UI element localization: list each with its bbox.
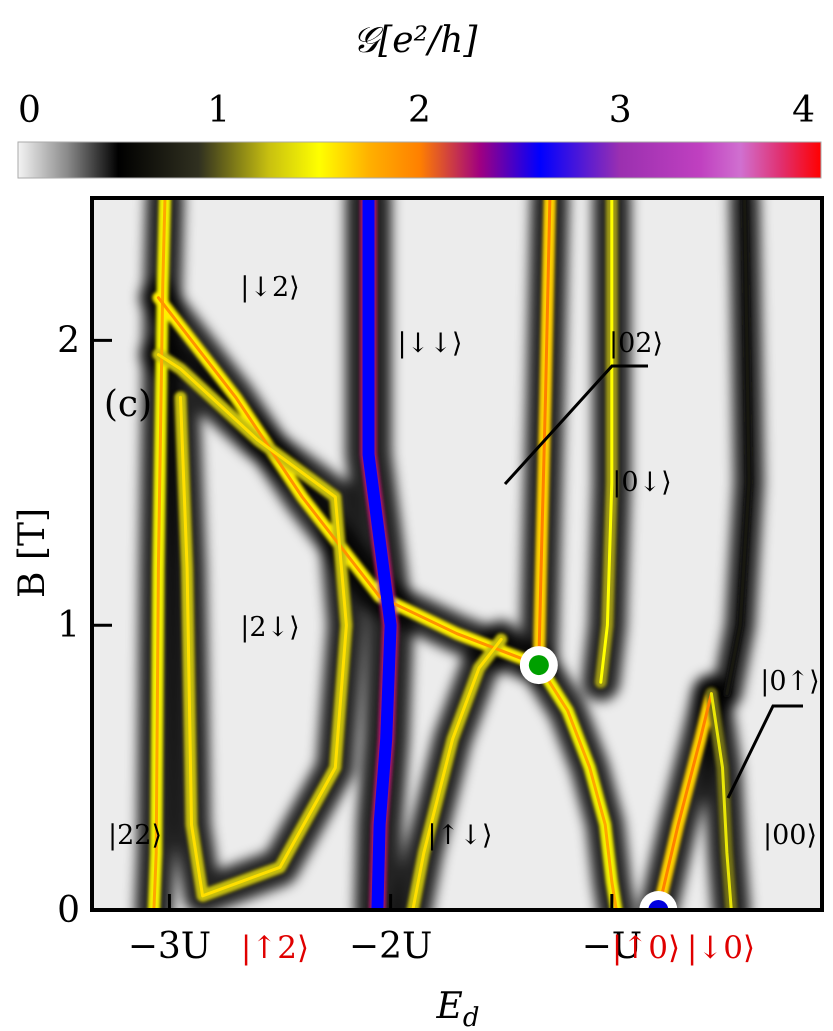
region-label: |↓↓⟩ bbox=[398, 328, 463, 359]
state-label-up2: |↑2⟩ bbox=[241, 930, 309, 966]
x-axis-label-main: E bbox=[436, 986, 463, 1027]
region-label: |00⟩ bbox=[763, 820, 817, 851]
callout-lines bbox=[503, 364, 803, 799]
ridge-core bbox=[411, 637, 503, 910]
markers bbox=[519, 646, 678, 910]
colorbar-tick-label: 2 bbox=[408, 90, 431, 131]
colorbar-tick-label: 3 bbox=[609, 90, 632, 131]
y-tick-labels: 0 1 2 bbox=[57, 320, 80, 931]
region-labels: |↓2⟩ |↓↓⟩ |02⟩ |0↓⟩ |2↓⟩ |0↑⟩ |22⟩ |↑↓⟩ … bbox=[104, 272, 820, 851]
region-label: |2↓⟩ bbox=[240, 612, 299, 643]
ridge-core bbox=[152, 198, 167, 910]
state-label-up0: |↑0⟩ bbox=[612, 930, 680, 966]
ridge-cores bbox=[152, 198, 751, 910]
ridge-core bbox=[599, 198, 614, 684]
callout-02 bbox=[503, 364, 648, 486]
x-axis-state-labels: |↑2⟩ |↑0⟩ |↓0⟩ bbox=[241, 930, 755, 966]
region-label: |↑↓⟩ bbox=[428, 820, 493, 851]
region-label: |0↓⟩ bbox=[612, 467, 671, 498]
panel-label: (c) bbox=[104, 384, 152, 425]
colorbar-tick-labels: 0 1 2 3 4 bbox=[18, 90, 815, 131]
colorbar bbox=[17, 141, 822, 179]
x-tick-labels: −3U −2U −U bbox=[128, 926, 642, 967]
region-label: |0↑⟩ bbox=[760, 666, 819, 697]
marker-dot bbox=[528, 655, 549, 676]
x-tick-label: −3U bbox=[128, 926, 211, 967]
colorbar-title: 𝒢[e²/h] bbox=[353, 20, 479, 61]
y-tick-label: 1 bbox=[57, 605, 80, 646]
marker-dot bbox=[648, 900, 669, 910]
y-tick-label: 0 bbox=[57, 890, 80, 931]
ridge-core bbox=[656, 692, 713, 910]
heatmap bbox=[92, 198, 822, 910]
plot-frame bbox=[90, 196, 824, 912]
ridge-core bbox=[537, 198, 552, 667]
callout-0up bbox=[726, 704, 803, 799]
axis-ticks bbox=[92, 338, 614, 912]
y-axis-label: B [T] bbox=[12, 508, 53, 598]
x-axis-label-sub: d bbox=[463, 1003, 480, 1031]
x-tick-label: −2U bbox=[349, 926, 432, 967]
ridge-core bbox=[709, 692, 733, 910]
ridge-core bbox=[156, 353, 348, 898]
colorbar-tick-label: 1 bbox=[207, 90, 230, 131]
colorbar-tick-label: 4 bbox=[792, 90, 815, 131]
region-label: |22⟩ bbox=[108, 820, 162, 851]
ridge-core bbox=[362, 198, 397, 910]
state-label-down0: |↓0⟩ bbox=[687, 930, 755, 966]
y-tick-label: 2 bbox=[57, 320, 80, 361]
ridge-core bbox=[725, 198, 751, 696]
region-label: |02⟩ bbox=[609, 328, 663, 359]
colorbar-tick-label: 0 bbox=[18, 90, 41, 131]
x-tick-label: −U bbox=[582, 926, 643, 967]
region-label: |↓2⟩ bbox=[240, 272, 299, 303]
ridge-core bbox=[537, 663, 618, 910]
x-axis-label: Ed bbox=[436, 986, 480, 1031]
